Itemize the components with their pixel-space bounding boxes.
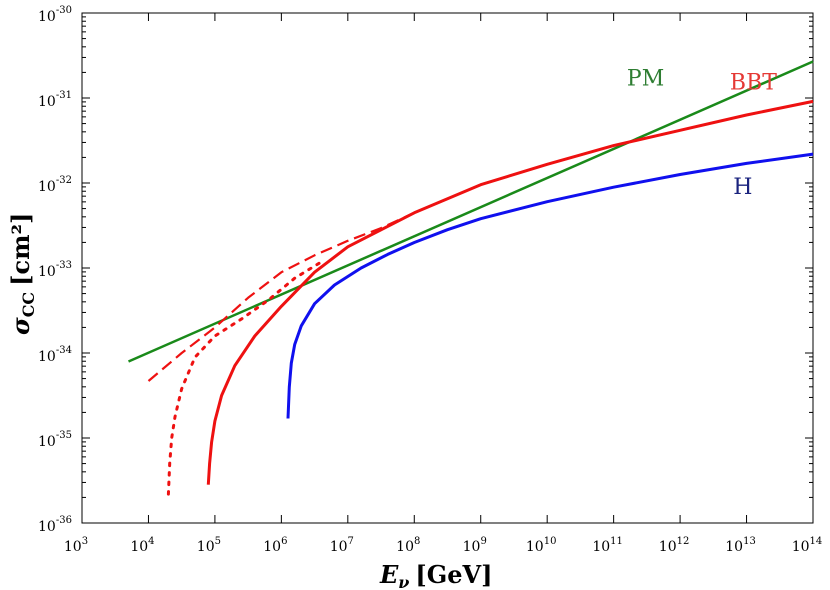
y-tick-exponent: -36 xyxy=(56,515,72,526)
x-tick-exponent: 7 xyxy=(348,536,354,547)
y-tick-base: 10 xyxy=(38,434,56,450)
y-tick-base: 10 xyxy=(38,94,56,110)
x-tick-exponent: 13 xyxy=(743,536,756,547)
plot-frame xyxy=(81,12,814,524)
x-tick-exponent: 10 xyxy=(544,536,557,547)
y-tick-exponent: -34 xyxy=(56,345,72,356)
x-tick-labels: 103 104 105 106 107 108 109 1010 1011 1012 1013 101… xyxy=(64,536,822,555)
y-tick-exponent: -35 xyxy=(56,430,72,441)
y-tick-base: 10 xyxy=(38,264,56,280)
y-tick-label: 10-35 xyxy=(38,430,72,450)
x-tick-exponent: 4 xyxy=(148,536,154,547)
y-axis-subscript: CC xyxy=(19,292,38,317)
y-tick-exponent: -33 xyxy=(56,260,72,271)
x-tick-base: 10 xyxy=(130,539,148,555)
x-tick-base: 10 xyxy=(396,539,414,555)
x-tick-base: 10 xyxy=(263,539,281,555)
curve-label-h: H xyxy=(733,175,752,200)
x-tick-label: 1010 xyxy=(526,536,557,555)
y-tick-exponent: -30 xyxy=(56,5,72,16)
x-tick-base: 10 xyxy=(526,539,544,555)
x-tick-base: 10 xyxy=(792,539,810,555)
x-tick-label: 108 xyxy=(396,536,420,555)
x-tick-label: 104 xyxy=(130,536,154,555)
x-tick-label: 1011 xyxy=(592,536,623,555)
x-axis-subscript: ν xyxy=(398,573,409,590)
x-tick-label: 1013 xyxy=(725,536,756,555)
y-axis-unit: [cm²] xyxy=(6,213,35,286)
x-axis-unit: [GeV] xyxy=(415,560,492,589)
x-tick-exponent: 14 xyxy=(810,536,823,547)
y-tick-base: 10 xyxy=(38,519,56,535)
axis-ticks xyxy=(81,12,814,524)
y-axis-label: σCC [cm²] xyxy=(6,213,38,335)
x-tick-label: 109 xyxy=(463,536,487,555)
y-tick-label: 10-33 xyxy=(38,260,72,280)
x-tick-label: 103 xyxy=(64,536,88,555)
x-tick-label: 106 xyxy=(263,536,287,555)
x-tick-base: 10 xyxy=(463,539,481,555)
curve-pm xyxy=(127,60,814,363)
x-tick-base: 10 xyxy=(725,539,743,555)
curve-bbt-dotted xyxy=(166,260,323,496)
x-tick-exponent: 12 xyxy=(677,536,690,547)
x-tick-base: 10 xyxy=(592,539,610,555)
curve-labels: PM BBT H xyxy=(627,66,777,200)
y-tick-label: 10-34 xyxy=(38,345,72,365)
x-tick-exponent: 11 xyxy=(610,536,623,547)
y-tick-base: 10 xyxy=(38,349,56,365)
x-tick-label: 1012 xyxy=(659,536,690,555)
y-tick-exponent: -32 xyxy=(56,175,72,186)
y-tick-base: 10 xyxy=(38,9,56,25)
curve-h xyxy=(286,152,814,419)
curve-bbt-dashed xyxy=(147,100,814,382)
x-axis-label: Eν [GeV] xyxy=(379,560,493,590)
curve-label-bbt: BBT xyxy=(730,71,777,96)
x-tick-exponent: 8 xyxy=(414,536,420,547)
curves xyxy=(127,60,814,496)
curve-bbt xyxy=(206,99,814,485)
y-tick-label: 10-31 xyxy=(38,90,72,110)
x-tick-base: 10 xyxy=(197,539,215,555)
x-tick-label: 1014 xyxy=(792,536,823,555)
y-tick-label: 10-32 xyxy=(38,175,72,195)
y-axis-symbol: σ xyxy=(6,317,35,335)
x-tick-base: 10 xyxy=(330,539,348,555)
x-tick-base: 10 xyxy=(64,539,82,555)
x-tick-exponent: 6 xyxy=(281,536,287,547)
x-tick-label: 105 xyxy=(197,536,221,555)
curve-label-pm: PM xyxy=(627,66,664,91)
x-axis-symbol: E xyxy=(379,560,399,589)
y-tick-base: 10 xyxy=(38,179,56,195)
y-tick-exponent: -31 xyxy=(56,90,72,101)
x-tick-label: 107 xyxy=(330,536,354,555)
x-tick-base: 10 xyxy=(659,539,677,555)
x-tick-exponent: 5 xyxy=(215,536,221,547)
y-tick-label: 10-36 xyxy=(38,515,72,535)
x-tick-exponent: 9 xyxy=(480,536,486,547)
y-tick-label: 10-30 xyxy=(38,5,72,25)
x-tick-exponent: 3 xyxy=(82,536,88,547)
